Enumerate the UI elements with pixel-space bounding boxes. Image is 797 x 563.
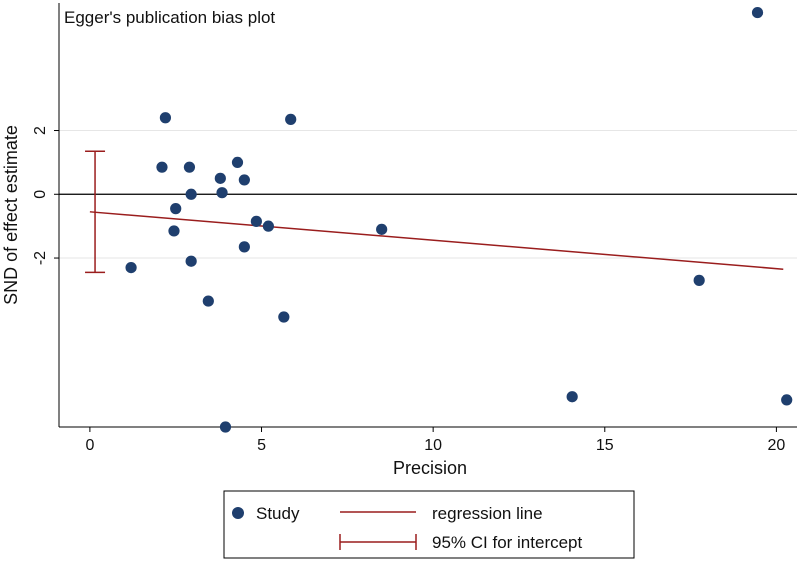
study-point-1 (156, 161, 168, 173)
study-point-11 (219, 421, 232, 433)
y-axis-ticks: -2 0 2 (32, 126, 59, 265)
x-axis-title: Precision (393, 458, 467, 478)
plot-area: -2 0 2 0 5 10 15 20 (32, 3, 797, 454)
x-axis-ticks: 0 5 10 15 20 (85, 427, 785, 454)
x-tick-label-1: 5 (257, 437, 266, 454)
legend: Study regression line 95% CI for interce… (223, 490, 635, 559)
study-point-9 (214, 172, 226, 184)
study-point-7 (185, 255, 197, 267)
x-tick-label-4: 20 (768, 437, 786, 454)
study-point-2 (159, 112, 172, 124)
y-tick-label-0: -2 (32, 251, 49, 265)
study-point-5 (183, 161, 196, 173)
study-point-22 (751, 6, 764, 19)
x-tick-label-3: 15 (596, 437, 614, 454)
chart-title: Egger's publication bias plot (64, 8, 275, 27)
study-point-8 (202, 295, 214, 307)
legend-ci-label: 95% CI for intercept (432, 533, 583, 552)
study-point-21 (693, 274, 705, 286)
legend-regression-label: regression line (432, 504, 543, 523)
regression-line (89, 211, 784, 270)
legend-ci-swatch (339, 534, 417, 550)
legend-study-label: Study (256, 504, 300, 523)
study-point-6 (185, 188, 197, 200)
study-point-18 (285, 113, 297, 125)
study-point-14 (238, 241, 250, 253)
study-point-10 (216, 187, 228, 199)
x-tick-label-0: 0 (85, 437, 94, 454)
study-point-13 (238, 174, 250, 186)
legend-study-marker (232, 507, 244, 519)
study-point-20 (566, 391, 578, 403)
study-point-17 (278, 311, 290, 323)
study-point-12 (231, 156, 244, 168)
study-point-16 (262, 220, 274, 232)
x-tick-label-2: 10 (424, 437, 442, 454)
study-point-3 (168, 225, 180, 237)
study-point-15 (250, 215, 262, 227)
study-point-0 (125, 262, 137, 274)
study-points (125, 6, 793, 433)
y-tick-label-2: 2 (32, 126, 49, 135)
study-point-4 (170, 203, 182, 215)
y-tick-label-1: 0 (32, 190, 49, 199)
legend-box (223, 490, 635, 559)
study-point-19 (376, 223, 388, 235)
study-point-23 (781, 394, 793, 406)
y-axis-title: SND of effect estimate (1, 125, 21, 305)
